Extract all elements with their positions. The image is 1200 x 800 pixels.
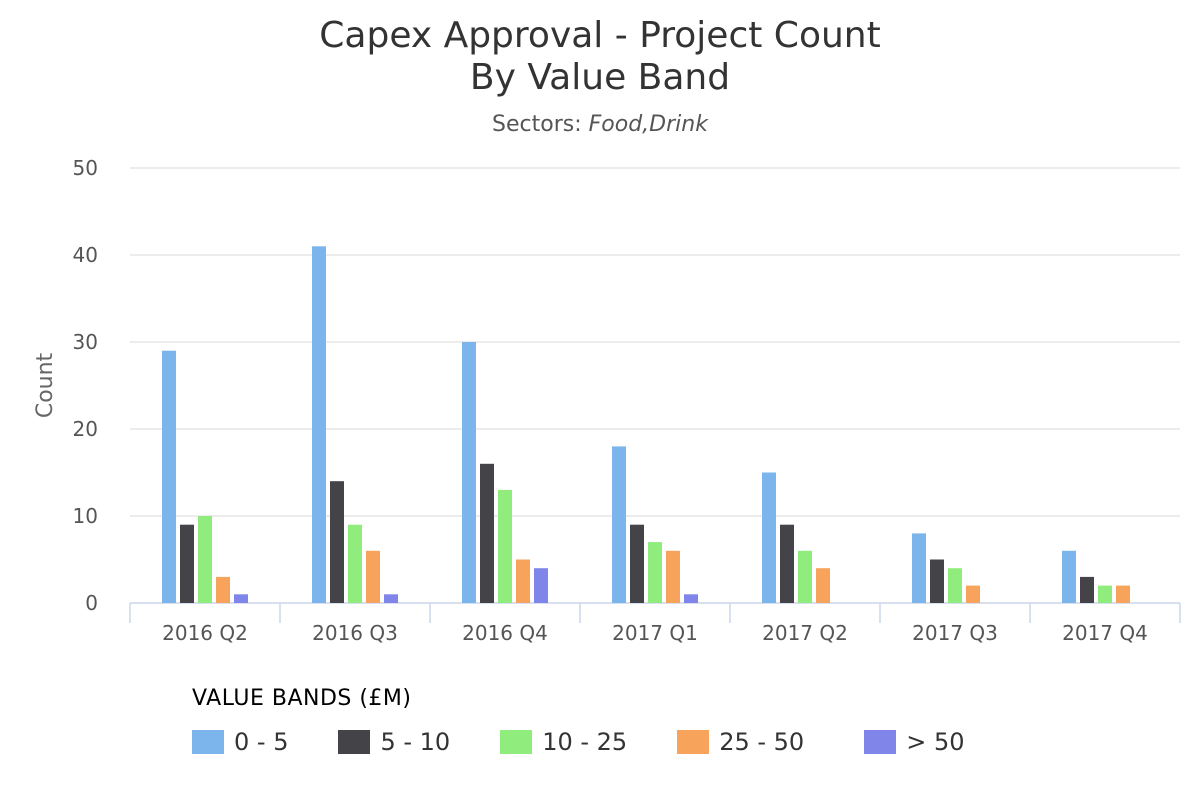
bar: [312, 246, 326, 604]
legend: 0 - 5 5 - 10 10 - 25 25 - 50 > 50: [192, 728, 1014, 756]
legend-swatch: [864, 730, 897, 754]
bar: [366, 550, 380, 603]
bar: [330, 481, 344, 603]
bar: [384, 594, 398, 603]
legend-title: VALUE BANDS (£M): [192, 686, 412, 711]
chart-title-line-2: By Value Band: [469, 57, 731, 98]
legend-swatch: [192, 730, 224, 754]
legend-label: 0 - 5: [234, 728, 289, 756]
x-tick-label: 2017 Q1: [612, 621, 698, 645]
chart-title: Capex Approval - Project Count: [319, 15, 881, 56]
bar: [516, 559, 530, 603]
bar: [648, 542, 662, 603]
y-tick-label: 0: [85, 591, 98, 615]
legend-item[interactable]: 0 - 5: [192, 728, 288, 756]
bar: [948, 568, 962, 603]
legend-swatch: [500, 730, 533, 754]
y-tick-label: 40: [73, 243, 98, 267]
legend-item[interactable]: 5 - 10: [338, 728, 450, 756]
subtitle-sectors: Food,Drink: [588, 112, 708, 137]
bar: [162, 350, 176, 603]
x-tick-label: 2017 Q2: [762, 621, 848, 645]
x-tick-label: 2016 Q2: [162, 621, 248, 645]
bar: [912, 533, 926, 603]
x-tick-label: 2016 Q4: [462, 621, 548, 645]
bar: [1080, 576, 1094, 603]
legend-label: 25 - 50: [719, 728, 805, 756]
bar: [462, 342, 476, 603]
legend-item[interactable]: 10 - 25: [500, 728, 627, 756]
bar: [684, 594, 698, 603]
bar: [816, 568, 830, 603]
subtitle-prefix: Sectors:: [492, 112, 589, 137]
x-tick-label: 2017 Q3: [912, 621, 998, 645]
x-tick-label: 2016 Q3: [312, 621, 398, 645]
bar: [180, 524, 194, 603]
y-axis-title: Count: [33, 352, 58, 418]
bar: [966, 585, 980, 603]
bar: [534, 568, 548, 603]
bar: [798, 550, 812, 603]
legend-label: > 50: [906, 728, 965, 756]
legend-swatch: [338, 730, 371, 754]
bar: [216, 576, 230, 603]
bar: [1062, 550, 1076, 603]
y-tick-label: 20: [73, 417, 98, 441]
x-tick-label: 2017 Q4: [1062, 621, 1148, 645]
legend-label: 10 - 25: [542, 728, 628, 756]
bar-chart: 0 10 20 30 40 50 Count 2016 Q2 2016 Q3 2016 Q4 201…: [33, 156, 1181, 645]
legend-swatch: [677, 730, 710, 754]
y-tick-label: 50: [73, 156, 98, 180]
bar: [630, 524, 644, 603]
bar: [1098, 585, 1112, 603]
bar: [1116, 585, 1130, 603]
bar: [198, 516, 212, 603]
bar: [234, 594, 248, 603]
bar: [930, 559, 944, 603]
bar: [498, 489, 512, 603]
y-tick-label: 30: [73, 330, 98, 354]
bar: [480, 463, 494, 603]
bar: [348, 524, 362, 603]
chart-subtitle: Sectors: Food,Drink: [0, 112, 1200, 137]
bar: [762, 472, 776, 603]
bar: [780, 524, 794, 603]
legend-item[interactable]: > 50: [864, 728, 964, 756]
y-tick-label: 10: [73, 504, 98, 528]
legend-item[interactable]: 25 - 50: [677, 728, 804, 756]
legend-label: 5 - 10: [380, 728, 451, 756]
bar: [666, 550, 680, 603]
bar: [612, 446, 626, 603]
